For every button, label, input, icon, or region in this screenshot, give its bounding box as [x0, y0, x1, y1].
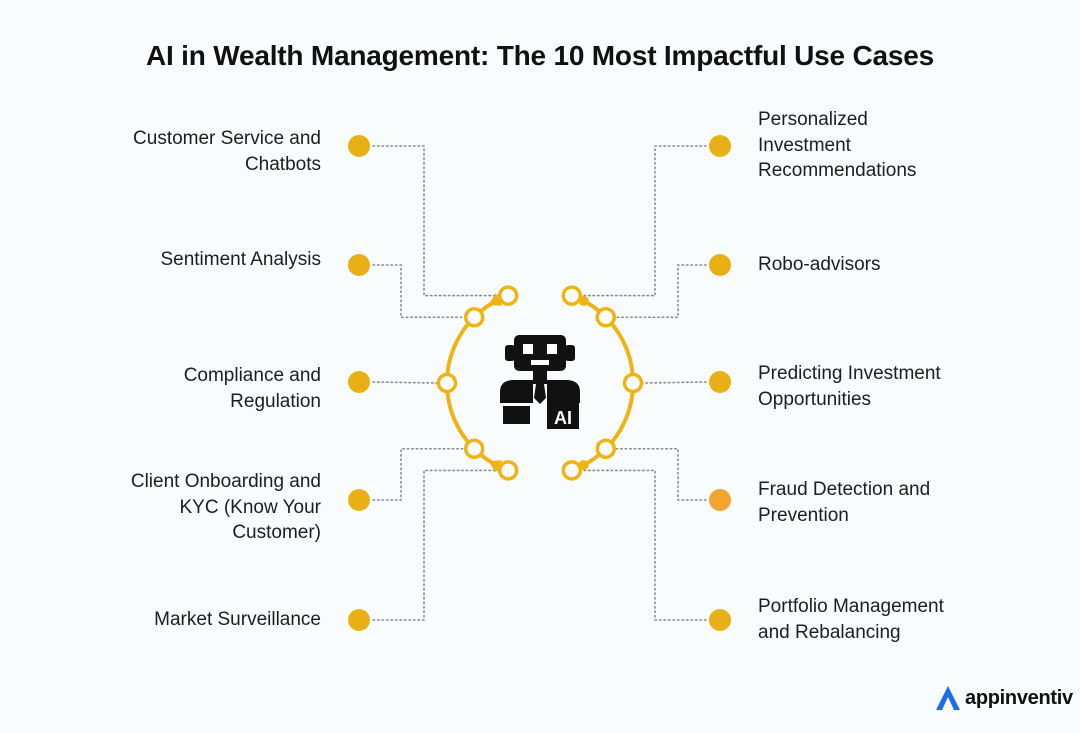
- use-case-dot: [348, 135, 370, 157]
- ring-node: [463, 438, 485, 460]
- ring-node: [595, 306, 617, 328]
- use-case-dot: [348, 489, 370, 511]
- connector-line: [372, 381, 438, 384]
- use-case-sentiment-analysis: Sentiment Analysis: [160, 249, 321, 270]
- ring-arrow-bottom: [488, 460, 503, 473]
- use-case-fraud-detection: Fraud Detection and Prevention: [758, 479, 931, 526]
- ring-node: [595, 438, 617, 460]
- center-ring: [436, 285, 644, 481]
- ring-node: [436, 372, 458, 394]
- ring-node: [497, 285, 519, 306]
- ring-arrow-top: [488, 293, 503, 306]
- use-case-client-onboarding: Client Onboarding and KYC (Know Your Cus…: [130, 471, 321, 543]
- use-case-personalized-recommendations: Personalized Investment Recommendations: [758, 109, 917, 181]
- connector-line: [372, 264, 466, 319]
- svg-text:AI: AI: [554, 408, 572, 428]
- use-case-dot: [709, 254, 731, 276]
- ring-node: [561, 460, 583, 481]
- robot-ai-icon: AI: [500, 335, 580, 429]
- use-case-robo-advisors: Robo-advisors: [758, 254, 881, 275]
- use-case-compliance: Compliance and Regulation: [183, 365, 321, 412]
- use-case-market-surveillance: Market Surveillance: [154, 609, 321, 630]
- use-case-dot: [709, 371, 731, 393]
- use-case-predicting-opportunities: Predicting Investment Opportunities: [758, 363, 941, 410]
- use-case-portfolio-management: Portfolio Management and Rebalancing: [758, 596, 944, 643]
- use-case-dot: [709, 489, 731, 511]
- connector-line: [372, 145, 499, 297]
- use-case-dot: [348, 254, 370, 276]
- ring-node: [497, 460, 519, 481]
- connector-line: [614, 264, 707, 319]
- brand-name: appinventiv: [965, 686, 1073, 709]
- connector-lines: [372, 145, 707, 621]
- ring-node: [622, 372, 644, 394]
- use-case-dot: [709, 609, 731, 631]
- use-case-nodes: [348, 135, 731, 631]
- ring-node: [561, 285, 583, 306]
- brand-logo: appinventiv: [934, 683, 1073, 713]
- use-case-dot: [348, 609, 370, 631]
- connector-line: [372, 469, 499, 621]
- connector-line: [614, 447, 707, 501]
- connector-line: [581, 469, 707, 621]
- connector-line: [581, 145, 707, 297]
- page-title: AI in Wealth Management: The 10 Most Imp…: [145, 40, 935, 71]
- connector-line: [372, 447, 466, 501]
- ring-node: [463, 306, 485, 328]
- use-case-customer-service: Customer Service and Chatbots: [133, 128, 321, 175]
- appinventiv-logo-icon: [936, 686, 960, 710]
- use-case-dot: [709, 135, 731, 157]
- connector-line: [642, 381, 707, 384]
- use-case-dot: [348, 371, 370, 393]
